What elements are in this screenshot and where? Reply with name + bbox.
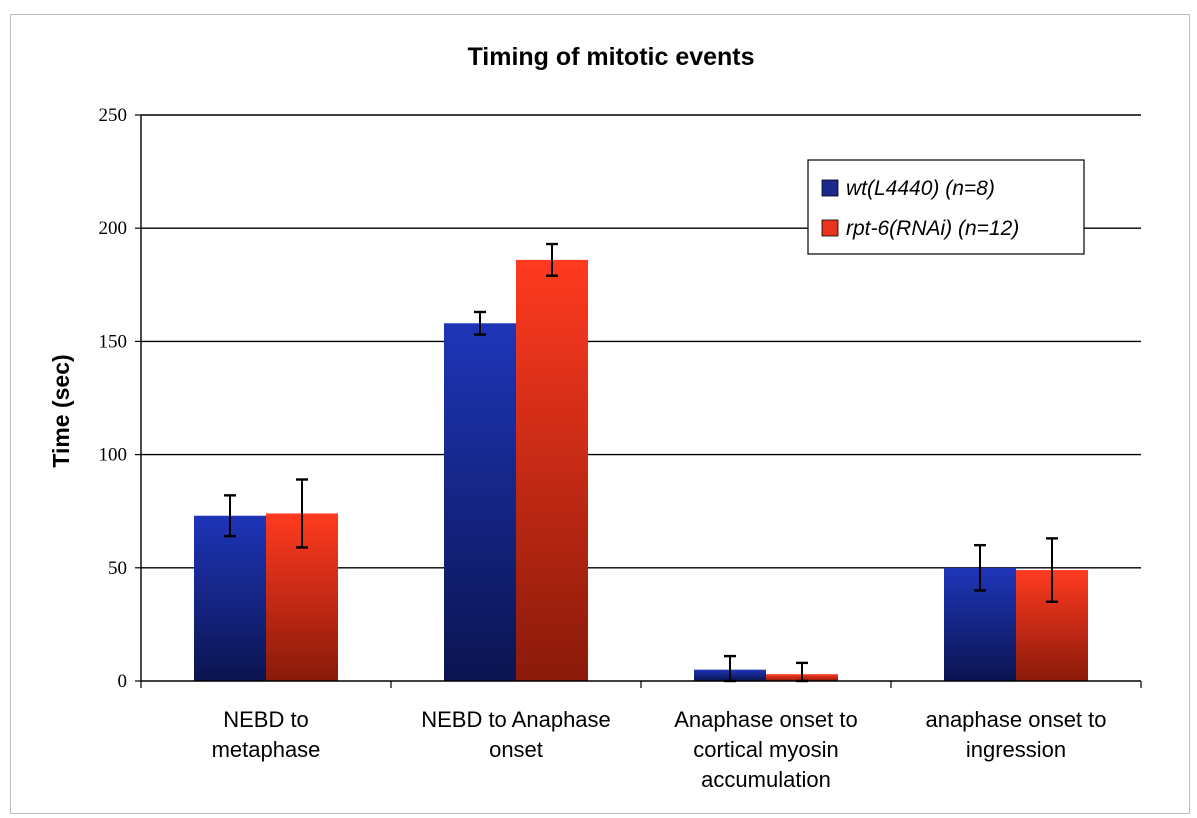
y-tick-label: 50 <box>108 558 127 579</box>
y-tick-label: 150 <box>99 331 128 352</box>
bar-wt <box>194 515 266 681</box>
legend-box <box>807 159 1085 255</box>
y-tick-label: 100 <box>99 445 128 466</box>
chart-title: Timing of mitotic events <box>467 43 754 71</box>
bar-rpt6 <box>516 259 588 681</box>
axes: 0 50 100 150 200 250 NEBD to metaphase NEBD to A… <box>99 105 1142 792</box>
x-tick-label: metaphase <box>212 737 321 762</box>
x-tick-label: anaphase onset to <box>925 707 1106 732</box>
bar-chart: Timing of mitotic events Time (sec) 0 50 1… <box>48 43 1142 792</box>
legend-swatch <box>821 179 839 197</box>
x-tick-label: onset <box>489 737 543 762</box>
legend-swatch <box>821 219 839 237</box>
chart-frame: Timing of mitotic events Time (sec) 0 50 1… <box>10 14 1190 814</box>
y-axis-label: Time (sec) <box>48 354 74 467</box>
legend-label: rpt-6(RNAi) (n=12) <box>846 217 1019 240</box>
legend-label: wt(L4440) (n=8) <box>846 177 995 200</box>
x-tick-label: NEBD to <box>223 707 309 732</box>
x-tick-label: Anaphase onset to <box>674 707 857 732</box>
bar-wt <box>444 323 516 681</box>
legend: wt(L4440) (n=8) rpt-6(RNAi) (n=12) <box>807 159 1085 255</box>
y-tick-label: 250 <box>99 105 128 126</box>
x-tick-label: cortical myosin <box>693 737 838 762</box>
y-tick-label: 0 <box>118 671 128 692</box>
x-tick-label: accumulation <box>701 767 831 792</box>
x-tick-label: ingression <box>966 737 1066 762</box>
y-tick-label: 200 <box>99 218 128 239</box>
bars <box>194 242 1088 683</box>
x-tick-label: NEBD to Anaphase <box>421 707 611 732</box>
